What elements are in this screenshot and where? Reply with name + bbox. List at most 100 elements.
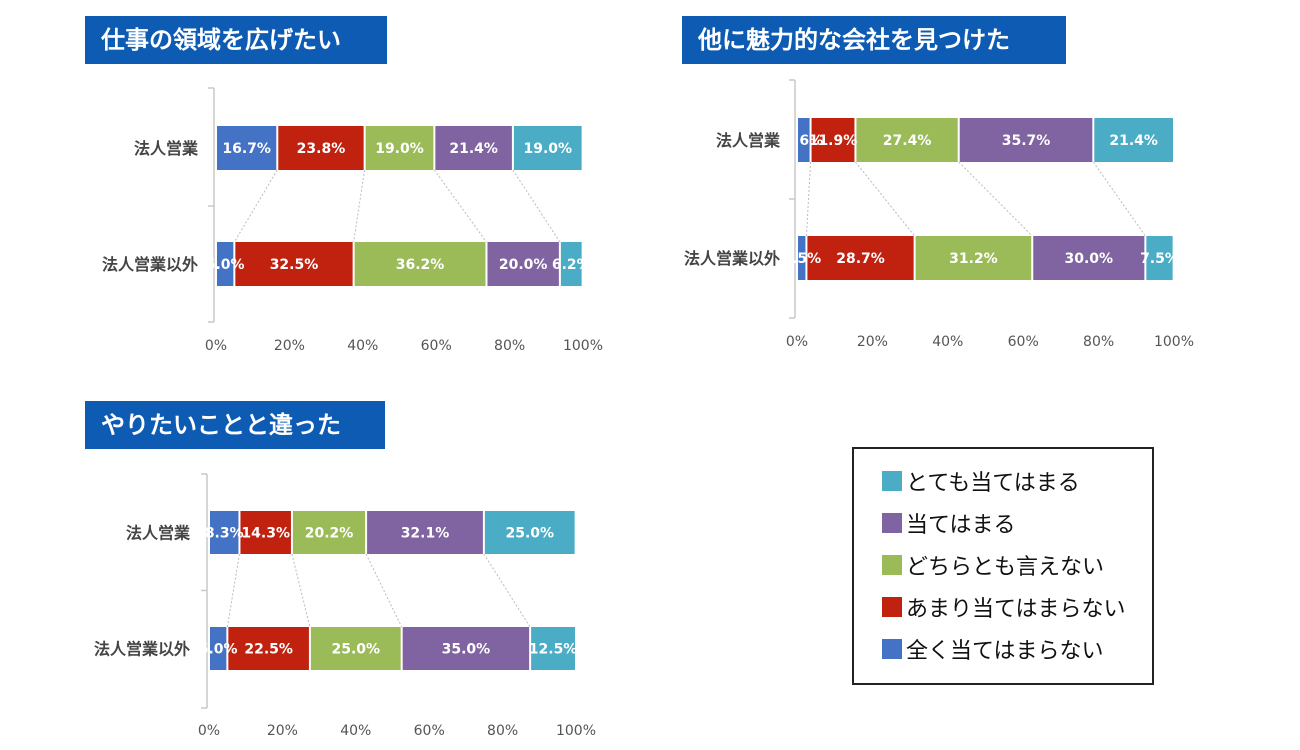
bar-segment xyxy=(487,242,559,286)
category-label: 法人営業以外 xyxy=(684,249,780,268)
bar-segment xyxy=(228,627,309,670)
legend-swatch-amari xyxy=(882,597,902,617)
data-label: 32.5% xyxy=(270,257,319,273)
bar-segment xyxy=(531,627,575,670)
data-label: 19.0% xyxy=(523,141,572,157)
series-connector-line xyxy=(433,169,487,243)
series-connector-line xyxy=(291,553,311,628)
series-connector-line xyxy=(1092,161,1146,237)
data-label: 14.3% xyxy=(241,526,290,542)
chart-title-1: 仕事の領域を広げたい xyxy=(85,16,387,64)
bar-segment xyxy=(210,511,239,554)
bar-segment xyxy=(354,242,486,286)
bar-segment xyxy=(811,118,855,162)
bar-segment xyxy=(435,126,512,170)
category-label: 法人営業以外 xyxy=(94,640,190,659)
bar-segment xyxy=(560,242,582,286)
data-label: 25.0% xyxy=(332,642,381,658)
x-tick-label: 80% xyxy=(1083,334,1114,350)
data-label: 28.7% xyxy=(836,251,885,267)
legend-swatch-dochira xyxy=(882,555,902,575)
legend-swatch-ate xyxy=(882,513,902,533)
data-label: 3.6% xyxy=(784,133,823,149)
bar-segment xyxy=(365,126,434,170)
x-tick-label: 20% xyxy=(857,334,888,350)
category-label: 法人営業以外 xyxy=(102,255,198,274)
x-tick-label: 80% xyxy=(494,338,525,354)
data-label: 12.5% xyxy=(529,642,578,658)
legend-item-totemo: とても当てはまる xyxy=(882,468,1080,496)
bar-segment xyxy=(856,118,958,162)
data-label: 21.4% xyxy=(1109,133,1158,149)
data-label: 19.0% xyxy=(375,141,424,157)
legend-label: 当てはまる xyxy=(906,513,1016,538)
data-label: 35.7% xyxy=(1002,133,1051,149)
data-label: 20.0% xyxy=(499,257,548,273)
legend-swatch-mattaku xyxy=(882,639,902,659)
series-connector-line xyxy=(483,553,531,628)
legend-label: とても当てはまる xyxy=(906,471,1080,496)
data-label: 36.2% xyxy=(396,257,445,273)
bar-segment xyxy=(915,236,1032,280)
data-label: 5.0% xyxy=(206,257,245,273)
data-label: 23.8% xyxy=(297,141,346,157)
bar-segment xyxy=(1146,236,1173,280)
bar-segment xyxy=(798,118,810,162)
bar-segment xyxy=(402,627,530,670)
bar-segment xyxy=(210,627,227,670)
data-label: 25.0% xyxy=(505,526,554,542)
series-connector-line xyxy=(353,169,366,243)
x-tick-label: 60% xyxy=(414,723,445,739)
category-label: 法人営業 xyxy=(134,139,199,158)
x-tick-label: 80% xyxy=(487,723,518,739)
bar-segment xyxy=(798,236,806,280)
x-tick-label: 40% xyxy=(932,334,963,350)
category-label: 法人営業 xyxy=(126,524,191,543)
x-tick-label: 40% xyxy=(340,723,371,739)
x-tick-label: 0% xyxy=(786,334,808,350)
series-connector-line xyxy=(226,553,240,628)
bar-segment xyxy=(217,242,234,286)
data-label: 2.5% xyxy=(782,251,821,267)
bar-segment xyxy=(367,511,483,554)
bar-segment xyxy=(959,118,1093,162)
legend-label: 全く当てはまらない xyxy=(906,639,1104,664)
x-tick-label: 0% xyxy=(198,723,220,739)
data-label: 31.2% xyxy=(949,251,998,267)
data-label: 20.2% xyxy=(305,526,354,542)
data-label: 30.0% xyxy=(1065,251,1114,267)
x-tick-label: 100% xyxy=(556,723,596,739)
data-label: 8.3% xyxy=(205,526,244,542)
legend-item-ate: 当てはまる xyxy=(882,510,1016,538)
x-tick-label: 60% xyxy=(421,338,452,354)
legend-label: あまり当てはまらない xyxy=(906,597,1126,622)
legend: とても当てはまる 当てはまる どちらとも言えない あまり当てはまらない 全く当て… xyxy=(852,447,1154,685)
series-connector-line xyxy=(805,161,812,237)
data-label: 11.9% xyxy=(809,133,858,149)
x-tick-label: 0% xyxy=(205,338,227,354)
bar-segment xyxy=(807,236,914,280)
bar-segment xyxy=(217,126,277,170)
data-label: 16.7% xyxy=(222,141,271,157)
series-connector-line xyxy=(958,161,1033,237)
legend-item-dochira: どちらとも言えない xyxy=(882,552,1104,580)
bar-segment xyxy=(310,627,401,670)
bar-segment xyxy=(278,126,364,170)
data-label: 5.0% xyxy=(199,642,238,658)
data-label: 7.5% xyxy=(1140,251,1179,267)
series-connector-line xyxy=(233,169,278,243)
x-tick-label: 100% xyxy=(563,338,603,354)
series-connector-line xyxy=(365,553,403,628)
data-label: 32.1% xyxy=(401,526,450,542)
chart-title-3: やりたいことと違った xyxy=(85,401,385,449)
bar-segment xyxy=(1033,236,1145,280)
legend-item-mattaku: 全く当てはまらない xyxy=(882,636,1104,664)
bar-segment xyxy=(240,511,291,554)
bar-segment xyxy=(1094,118,1173,162)
chart-title-2: 他に魅力的な会社を見つけた xyxy=(682,16,1066,64)
bar-segment xyxy=(292,511,366,554)
bar-segment xyxy=(513,126,582,170)
